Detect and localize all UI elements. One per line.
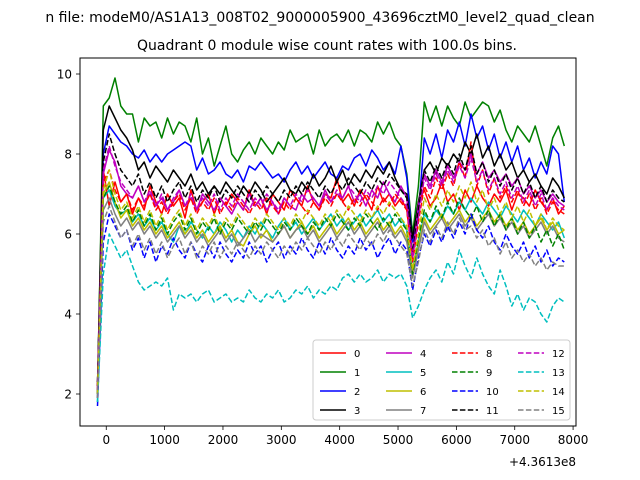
legend-label-2: 2 [354, 387, 360, 398]
series-line-15 [96, 205, 565, 399]
chart-suptitle: n file: modeM0/AS1A13_008T02_9000005900_… [45, 10, 594, 26]
series-line-2 [96, 113, 566, 399]
chart-title: Quadrant 0 module wise count rates with … [137, 38, 517, 54]
y-tick-label: 8 [64, 148, 72, 162]
legend-label-1: 1 [354, 368, 360, 379]
legend-label-15: 15 [552, 406, 565, 417]
series-line-4 [96, 149, 565, 395]
x-tick-label: 3000 [266, 433, 297, 447]
series-layer [96, 77, 566, 407]
x-tick-label: 4000 [324, 433, 355, 447]
series-line-13 [96, 233, 565, 403]
legend-box [312, 339, 571, 421]
y-axis: 2 4 6 8 10 [57, 68, 80, 402]
legend-label-9: 9 [486, 368, 492, 379]
series-line-12 [96, 145, 565, 391]
plot-frame [79, 57, 577, 427]
series-line-10 [96, 213, 565, 407]
x-tick-label: 7000 [499, 433, 530, 447]
x-tick-label: 5000 [383, 433, 414, 447]
x-tick-label: 0 [102, 433, 110, 447]
legend-label-4: 4 [420, 349, 426, 360]
series-line-14 [96, 169, 565, 395]
series-line-9 [96, 185, 566, 395]
legend-label-14: 14 [552, 387, 565, 398]
series-line-8 [96, 141, 565, 387]
y-tick-label: 10 [57, 68, 72, 82]
legend-label-5: 5 [420, 368, 426, 379]
legend-label-3: 3 [354, 406, 360, 417]
x-tick-label: 8000 [558, 433, 589, 447]
series-line-3 [96, 105, 565, 387]
y-tick-label: 2 [64, 388, 72, 402]
legend-label-6: 6 [420, 387, 426, 398]
x-offset-label: +4.3613e8 [509, 455, 576, 469]
series-line-11 [96, 133, 565, 383]
legend-label-13: 13 [552, 368, 565, 379]
legend-label-11: 11 [486, 406, 499, 417]
legend-label-8: 8 [486, 349, 492, 360]
y-tick-label: 4 [64, 308, 72, 322]
x-tick-label: 2000 [208, 433, 239, 447]
legend-label-0: 0 [354, 349, 360, 360]
x-tick-label: 1000 [149, 433, 180, 447]
series-line-5 [96, 189, 566, 403]
x-tick-label: 6000 [441, 433, 472, 447]
legend-label-7: 7 [420, 406, 426, 417]
x-axis: 0 1000 2000 3000 4000 5000 6000 7000 8000 [102, 426, 588, 447]
y-tick-label: 6 [64, 228, 72, 242]
legend-label-12: 12 [552, 349, 565, 360]
series-line-1 [96, 77, 566, 395]
legend-label-10: 10 [486, 387, 499, 398]
